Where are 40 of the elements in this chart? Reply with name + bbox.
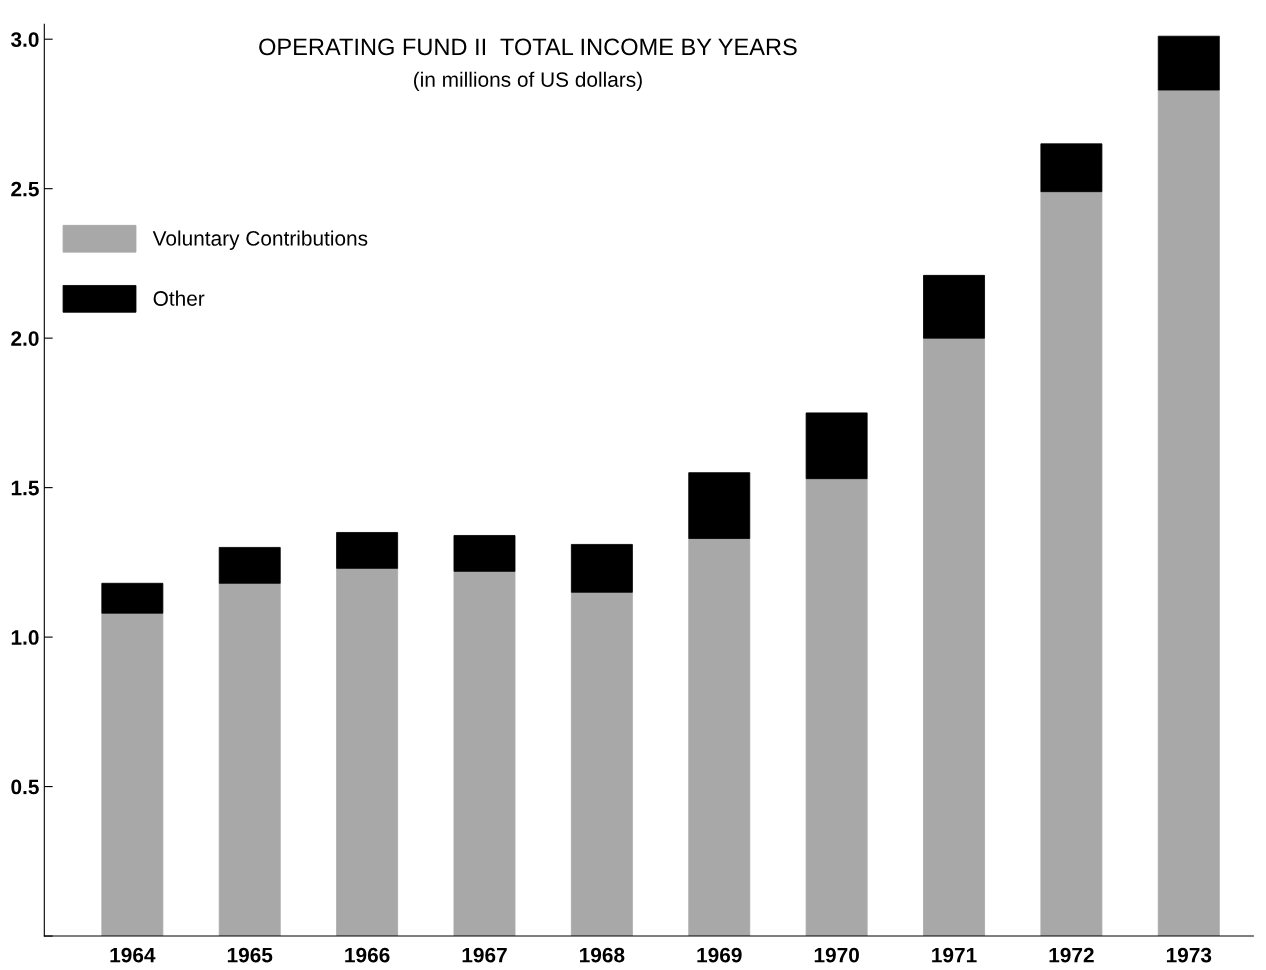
bar xyxy=(923,274,985,339)
bar xyxy=(453,535,516,572)
bar xyxy=(805,412,868,480)
x-tick-label: 1969 xyxy=(697,947,742,963)
text: (in millions of US dollars) xyxy=(414,71,642,92)
bar xyxy=(336,567,399,937)
bar xyxy=(805,478,868,937)
y-tick-label: 1.0 xyxy=(11,630,39,645)
x-tick-label: 1964 xyxy=(110,947,156,963)
bar xyxy=(101,582,164,614)
bar xyxy=(570,544,633,593)
x-tick-label: 1970 xyxy=(814,947,859,963)
y-tick-label: 3.0 xyxy=(10,32,39,47)
chart-title: OPERATING FUND II TOTAL INCOME BY YEARS xyxy=(259,38,797,56)
bar xyxy=(218,582,281,937)
bar xyxy=(218,546,281,584)
x-tick-label: 1965 xyxy=(227,947,273,963)
bar xyxy=(1040,191,1103,937)
x-tick-label: 1968 xyxy=(580,947,625,963)
y-tick-label: 1.5 xyxy=(11,480,39,496)
bar xyxy=(688,538,751,937)
y-tick-label: 0.5 xyxy=(11,779,39,795)
legend-label: Other xyxy=(153,290,205,306)
y-tick-label: 2.5 xyxy=(11,181,39,197)
x-tick-label: 1966 xyxy=(345,947,390,963)
bar xyxy=(1157,89,1220,937)
x-tick-label: 1971 xyxy=(932,947,977,963)
x-tick-label: 1973 xyxy=(1166,947,1212,963)
bar xyxy=(923,337,985,937)
legend-label: Voluntary Contributions xyxy=(152,230,368,250)
bar xyxy=(1040,143,1103,193)
bar xyxy=(336,532,399,569)
bar xyxy=(1157,35,1220,91)
bar xyxy=(101,612,164,937)
y-tick-label: 2.0 xyxy=(11,331,39,346)
x-tick-label: 1967 xyxy=(462,947,507,963)
bar xyxy=(453,570,516,937)
bar xyxy=(570,591,633,937)
bar xyxy=(688,472,751,539)
x-tick-label: 1972 xyxy=(1049,947,1094,963)
